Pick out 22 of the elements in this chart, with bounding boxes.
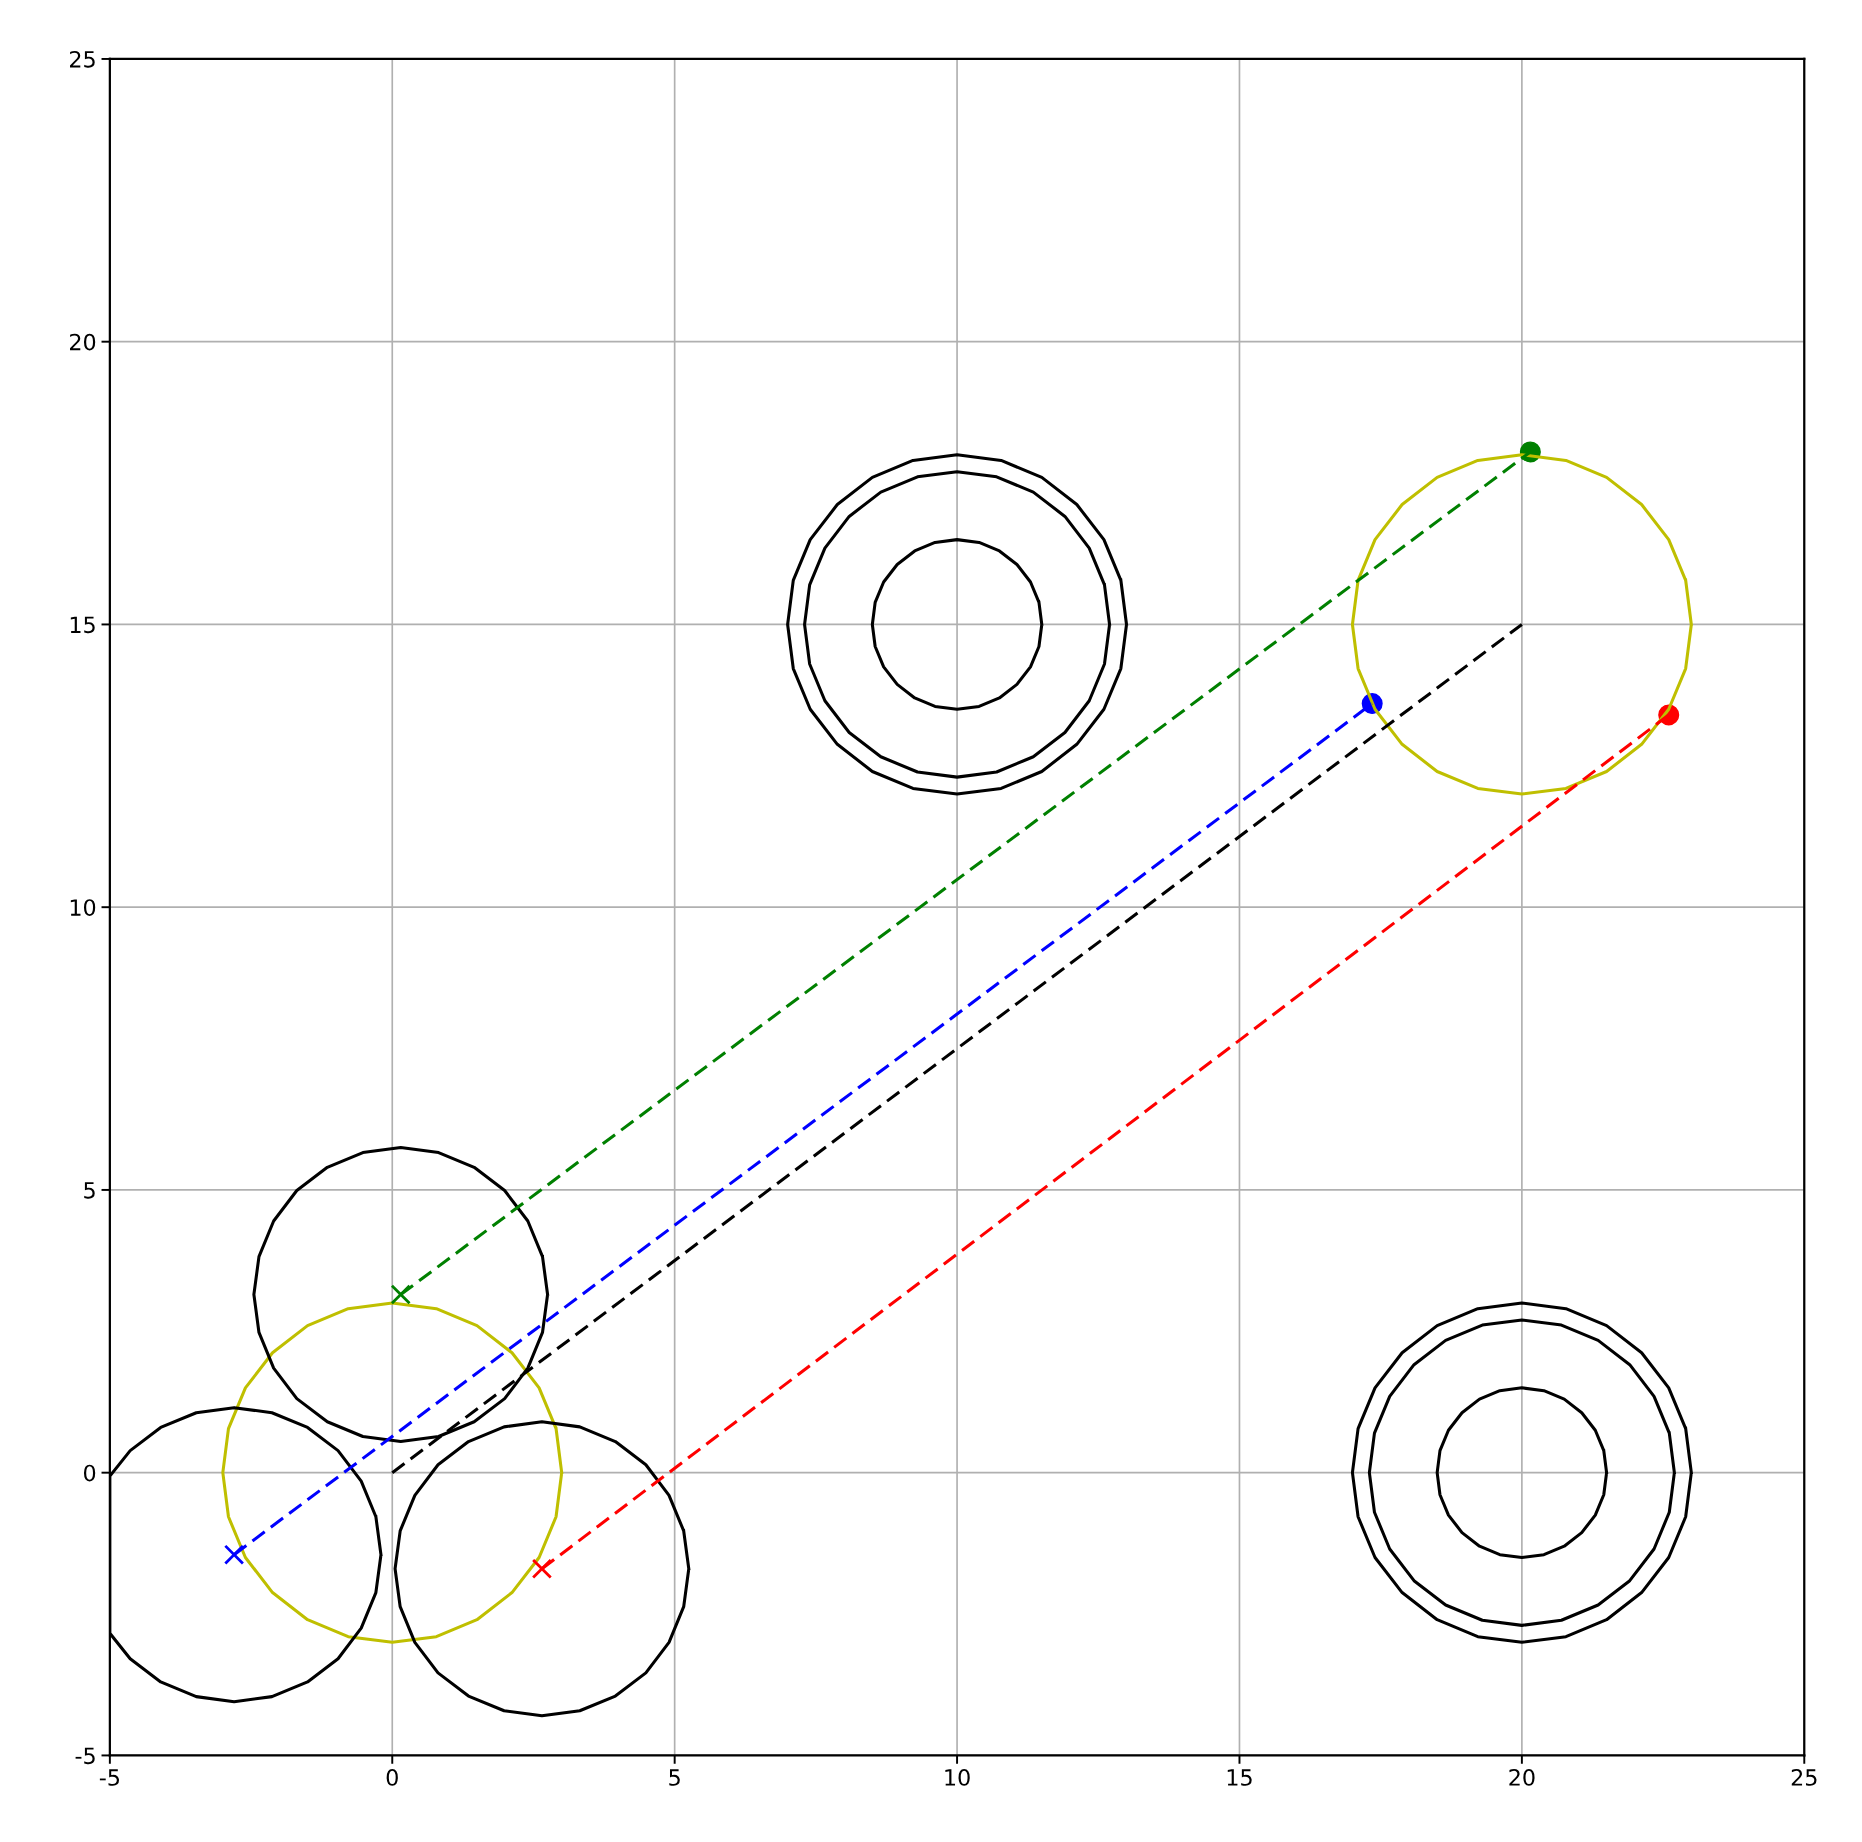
- y-tick-label: 20: [70, 333, 96, 351]
- y-tick-label: 0: [83, 1464, 96, 1482]
- line-series: [870, 538, 1044, 711]
- x-tick-label: 20: [1509, 1769, 1535, 1786]
- y-tick-label: 5: [84, 1182, 95, 1199]
- line-series: [1435, 1386, 1609, 1560]
- x-tick-label: 15: [1227, 1769, 1252, 1786]
- x-tick-label: -5: [99, 1769, 119, 1786]
- y-tick-label: 10: [70, 899, 96, 916]
- y-tick-label: 15: [70, 616, 95, 634]
- line-series: [1350, 1301, 1693, 1644]
- line-series: [393, 1420, 691, 1718]
- x-tick-label: 5: [669, 1769, 680, 1786]
- y-tick-label: -5: [75, 1747, 95, 1765]
- x-tick-label: 0: [386, 1769, 398, 1786]
- x-tick-label: 25: [1791, 1769, 1817, 1786]
- y-tick-label: 25: [70, 50, 95, 68]
- line-series: [786, 453, 1129, 796]
- x-tick-label: 10: [945, 1769, 970, 1786]
- line-series: [221, 1301, 564, 1644]
- line-series: [803, 470, 1112, 779]
- line-series: [1367, 1318, 1676, 1627]
